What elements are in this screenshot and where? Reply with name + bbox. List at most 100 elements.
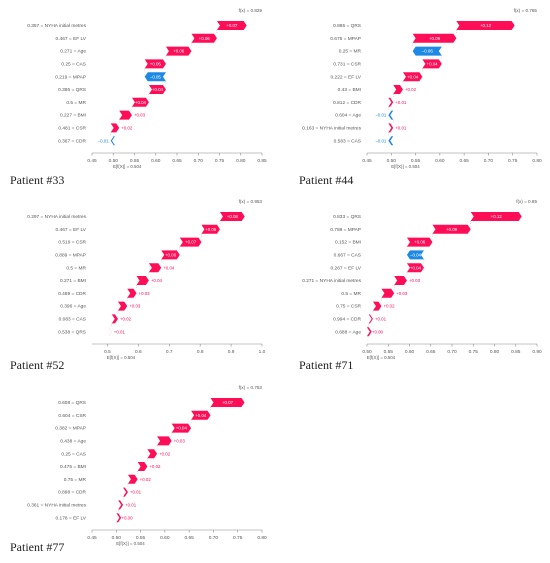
feature-label: 0.467 = EF LV xyxy=(56,36,87,42)
contribution-label: −0.05 xyxy=(150,74,162,79)
contribution-bar xyxy=(171,423,192,433)
contribution-bar xyxy=(381,288,395,298)
contribution-label: +0.12 xyxy=(491,214,503,219)
contribution-label: +0.06 xyxy=(205,227,217,232)
x-tick-label: 0.85 xyxy=(257,158,267,164)
contribution-bar xyxy=(179,237,202,247)
contribution-label: +0.03 xyxy=(134,113,146,118)
contribution-label: −0.06 xyxy=(422,49,434,54)
x-tick-label: 0.60 xyxy=(151,158,161,164)
x-tick-label: 0.8 xyxy=(197,349,204,355)
x-tick-label: 0.45 xyxy=(87,535,97,541)
x-tick-label: 0.60 xyxy=(160,535,170,541)
contribution-bar xyxy=(366,327,372,337)
feature-label: 0.583 = CAS xyxy=(334,138,361,144)
contribution-label: +0.04 xyxy=(195,413,207,418)
feature-label: 0.25 = CAS xyxy=(61,62,86,68)
contribution-label: +0.04 xyxy=(152,87,164,92)
contribution-bar xyxy=(131,97,149,107)
feature-label: 0.25 = CAS xyxy=(61,451,86,457)
x-tick-label: 0.75 xyxy=(508,158,518,164)
feature-label: 0.382 = MPAP xyxy=(55,426,86,432)
contribution-bar xyxy=(388,110,394,120)
contribution-label: +0.04 xyxy=(163,265,175,270)
feature-label: 0.5 = MR xyxy=(66,100,86,106)
contribution-label: +0.02 xyxy=(383,304,395,309)
contribution-label: +0.02 xyxy=(140,477,152,482)
x-tick-label: 0.5 xyxy=(104,349,111,355)
contribution-bar xyxy=(136,276,149,285)
x-tick-label: 0.45 xyxy=(87,158,97,164)
feature-label: 0.438 = Age xyxy=(60,439,86,445)
contribution-bar xyxy=(406,250,424,260)
x-tick-label: 0.65 xyxy=(426,349,436,355)
contribution-label: +0.04 xyxy=(151,278,163,283)
contribution-label: +0.04 xyxy=(407,74,419,79)
contribution-label: +0.01 xyxy=(395,100,407,105)
contribution-label: +0.06 xyxy=(173,49,185,54)
fx-label: f(x) = 0.953 xyxy=(239,199,263,204)
feature-label: 0.898 = CDR xyxy=(58,490,86,496)
feature-label: 0.083 = CAS xyxy=(59,317,86,323)
contribution-bar xyxy=(388,136,394,146)
feature-label: 0.152 = BMI xyxy=(335,240,361,246)
contribution-bar xyxy=(157,436,172,446)
x-tick-label: 0.55 xyxy=(384,349,394,355)
caption-patient-33: Patient #33 xyxy=(10,173,65,187)
x-tick-label: 0.90 xyxy=(532,349,542,355)
feature-label: 0.889 = MPAP xyxy=(55,253,86,259)
x-tick-label: 0.55 xyxy=(136,535,146,541)
contribution-bar xyxy=(117,301,128,311)
feature-label: 0.219 = MPAP xyxy=(55,74,86,80)
feature-label: 0.833 = QRS xyxy=(333,214,361,220)
contribution-bar xyxy=(191,33,217,43)
contribution-label: +0.09 xyxy=(429,36,441,41)
contribution-bar xyxy=(110,123,120,133)
feature-label: 0.271 = BMI xyxy=(60,278,86,284)
panel-patient-77: f(x) = 0.753 +0.07 0.608 = QRS +0.04 0.604 =… xyxy=(0,377,275,563)
contribution-label: +0.02 xyxy=(405,87,417,92)
feature-label: 0.519 = CSR xyxy=(58,240,86,246)
feature-label: 0.271 = Age xyxy=(60,49,86,55)
contribution-label: +0.02 xyxy=(159,451,171,456)
feature-label: 0.667 = CAS xyxy=(334,253,361,259)
contribution-label: +0.01 xyxy=(375,317,387,322)
contribution-label: +0.07 xyxy=(222,400,234,405)
x-tick-label: 0.80 xyxy=(257,535,267,541)
contribution-bar xyxy=(116,513,122,523)
contribution-bar xyxy=(470,212,522,221)
feature-label: 0.178 = EF LV xyxy=(56,515,87,521)
contribution-bar xyxy=(432,224,471,234)
contribution-bar xyxy=(147,449,158,459)
feature-label: 0.271 = NYHA initial metres xyxy=(302,278,361,284)
feature-label: 0.267 = EF LV xyxy=(331,265,362,271)
contribution-label: +0.06 xyxy=(199,36,211,41)
contribution-bar xyxy=(148,85,166,94)
contribution-bar xyxy=(406,237,433,247)
waterfall-chart: f(x) = 0.765 +0.12 0.885 = QRS +0.09 0.675 =… xyxy=(302,8,542,169)
fx-label: f(x) = 0.829 xyxy=(239,8,263,13)
fx-label: f(x) = 0.85 xyxy=(516,199,537,204)
x-tick-label: 0.6 xyxy=(135,349,142,355)
feature-label: 0.357 = NYHA initial metres xyxy=(27,23,86,29)
feature-label: 0.481 = CSR xyxy=(58,126,86,132)
contribution-label: +0.01 xyxy=(395,126,407,131)
expected-value-label: E[f(X)] = 0.504 xyxy=(391,164,420,169)
contribution-bar xyxy=(210,398,245,407)
x-tick-label: 0.80 xyxy=(236,158,246,164)
waterfall-chart: f(x) = 0.829 +0.07 0.357 = NYHA initial me… xyxy=(27,8,267,169)
contribution-bar xyxy=(388,123,394,133)
expected-value-label: E[f(X)] = 0.504 xyxy=(367,355,396,360)
x-tick-label: 0.75 xyxy=(469,349,479,355)
feature-label: 0.227 = BMI xyxy=(60,113,86,119)
feature-label: 0.731 = CSR xyxy=(333,62,361,68)
expected-value-label: E[f(X)] = 0.504 xyxy=(116,541,145,546)
feature-label: 0.789 = MPAP xyxy=(330,227,361,233)
x-tick-label: 0.65 xyxy=(184,535,194,541)
contribution-bar xyxy=(127,288,137,298)
contribution-bar xyxy=(137,462,148,471)
contribution-label: +0.04 xyxy=(427,62,439,67)
caption-patient-77: Patient #77 xyxy=(10,540,65,554)
feature-label: 0.538 = QRS xyxy=(58,329,86,335)
panel-patient-71: f(x) = 0.85 +0.12 0.833 = QRS +0.09 0.789 = … xyxy=(275,191,550,377)
